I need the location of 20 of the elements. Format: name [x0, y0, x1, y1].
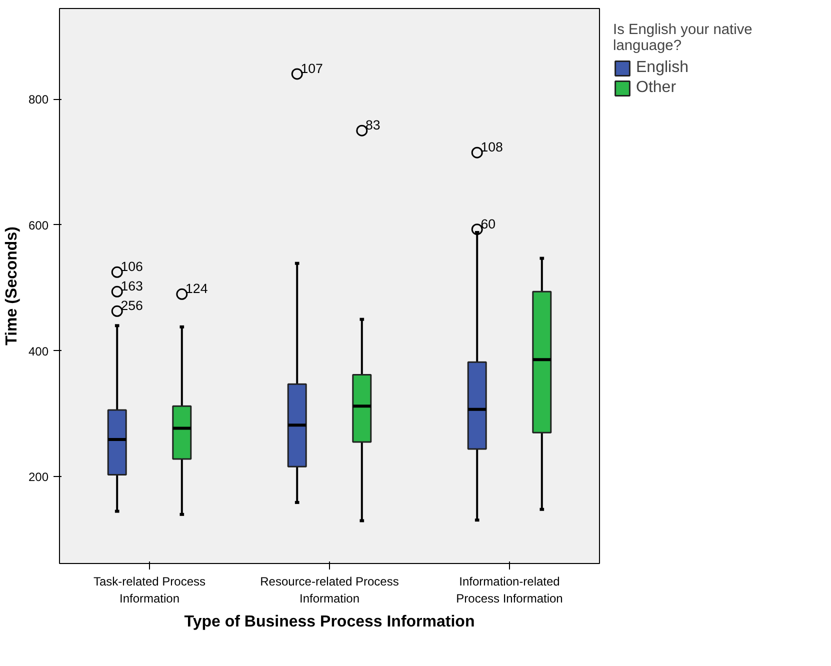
annotation: 256: [120, 298, 143, 314]
legend-label: Other: [636, 79, 676, 97]
annotation: 108: [480, 140, 503, 155]
y-tick-label: 400: [28, 344, 49, 358]
annotation: 83: [366, 118, 380, 133]
y-tick-label: 800: [28, 92, 49, 107]
annotation: 60: [480, 216, 496, 232]
y-axis-title: Time (Seconds): [3, 226, 20, 346]
y-tick-label: 200: [28, 470, 49, 484]
annotation: 107: [300, 60, 323, 76]
annotation: 124: [186, 281, 208, 296]
x-tick-label: Task-related Process Information: [93, 574, 206, 606]
x-tick-label: Information-related Process Information: [456, 574, 563, 606]
annotation: 106: [120, 259, 143, 274]
y-tick-label: 600: [28, 218, 49, 232]
legend-title: Is English your native language?: [613, 22, 752, 54]
x-tick-label: Resource-related Process Information: [260, 574, 399, 606]
x-axis-title: Type of Business Process Information: [184, 613, 475, 630]
annotation: 163: [120, 278, 143, 294]
legend-label: English: [636, 59, 688, 77]
